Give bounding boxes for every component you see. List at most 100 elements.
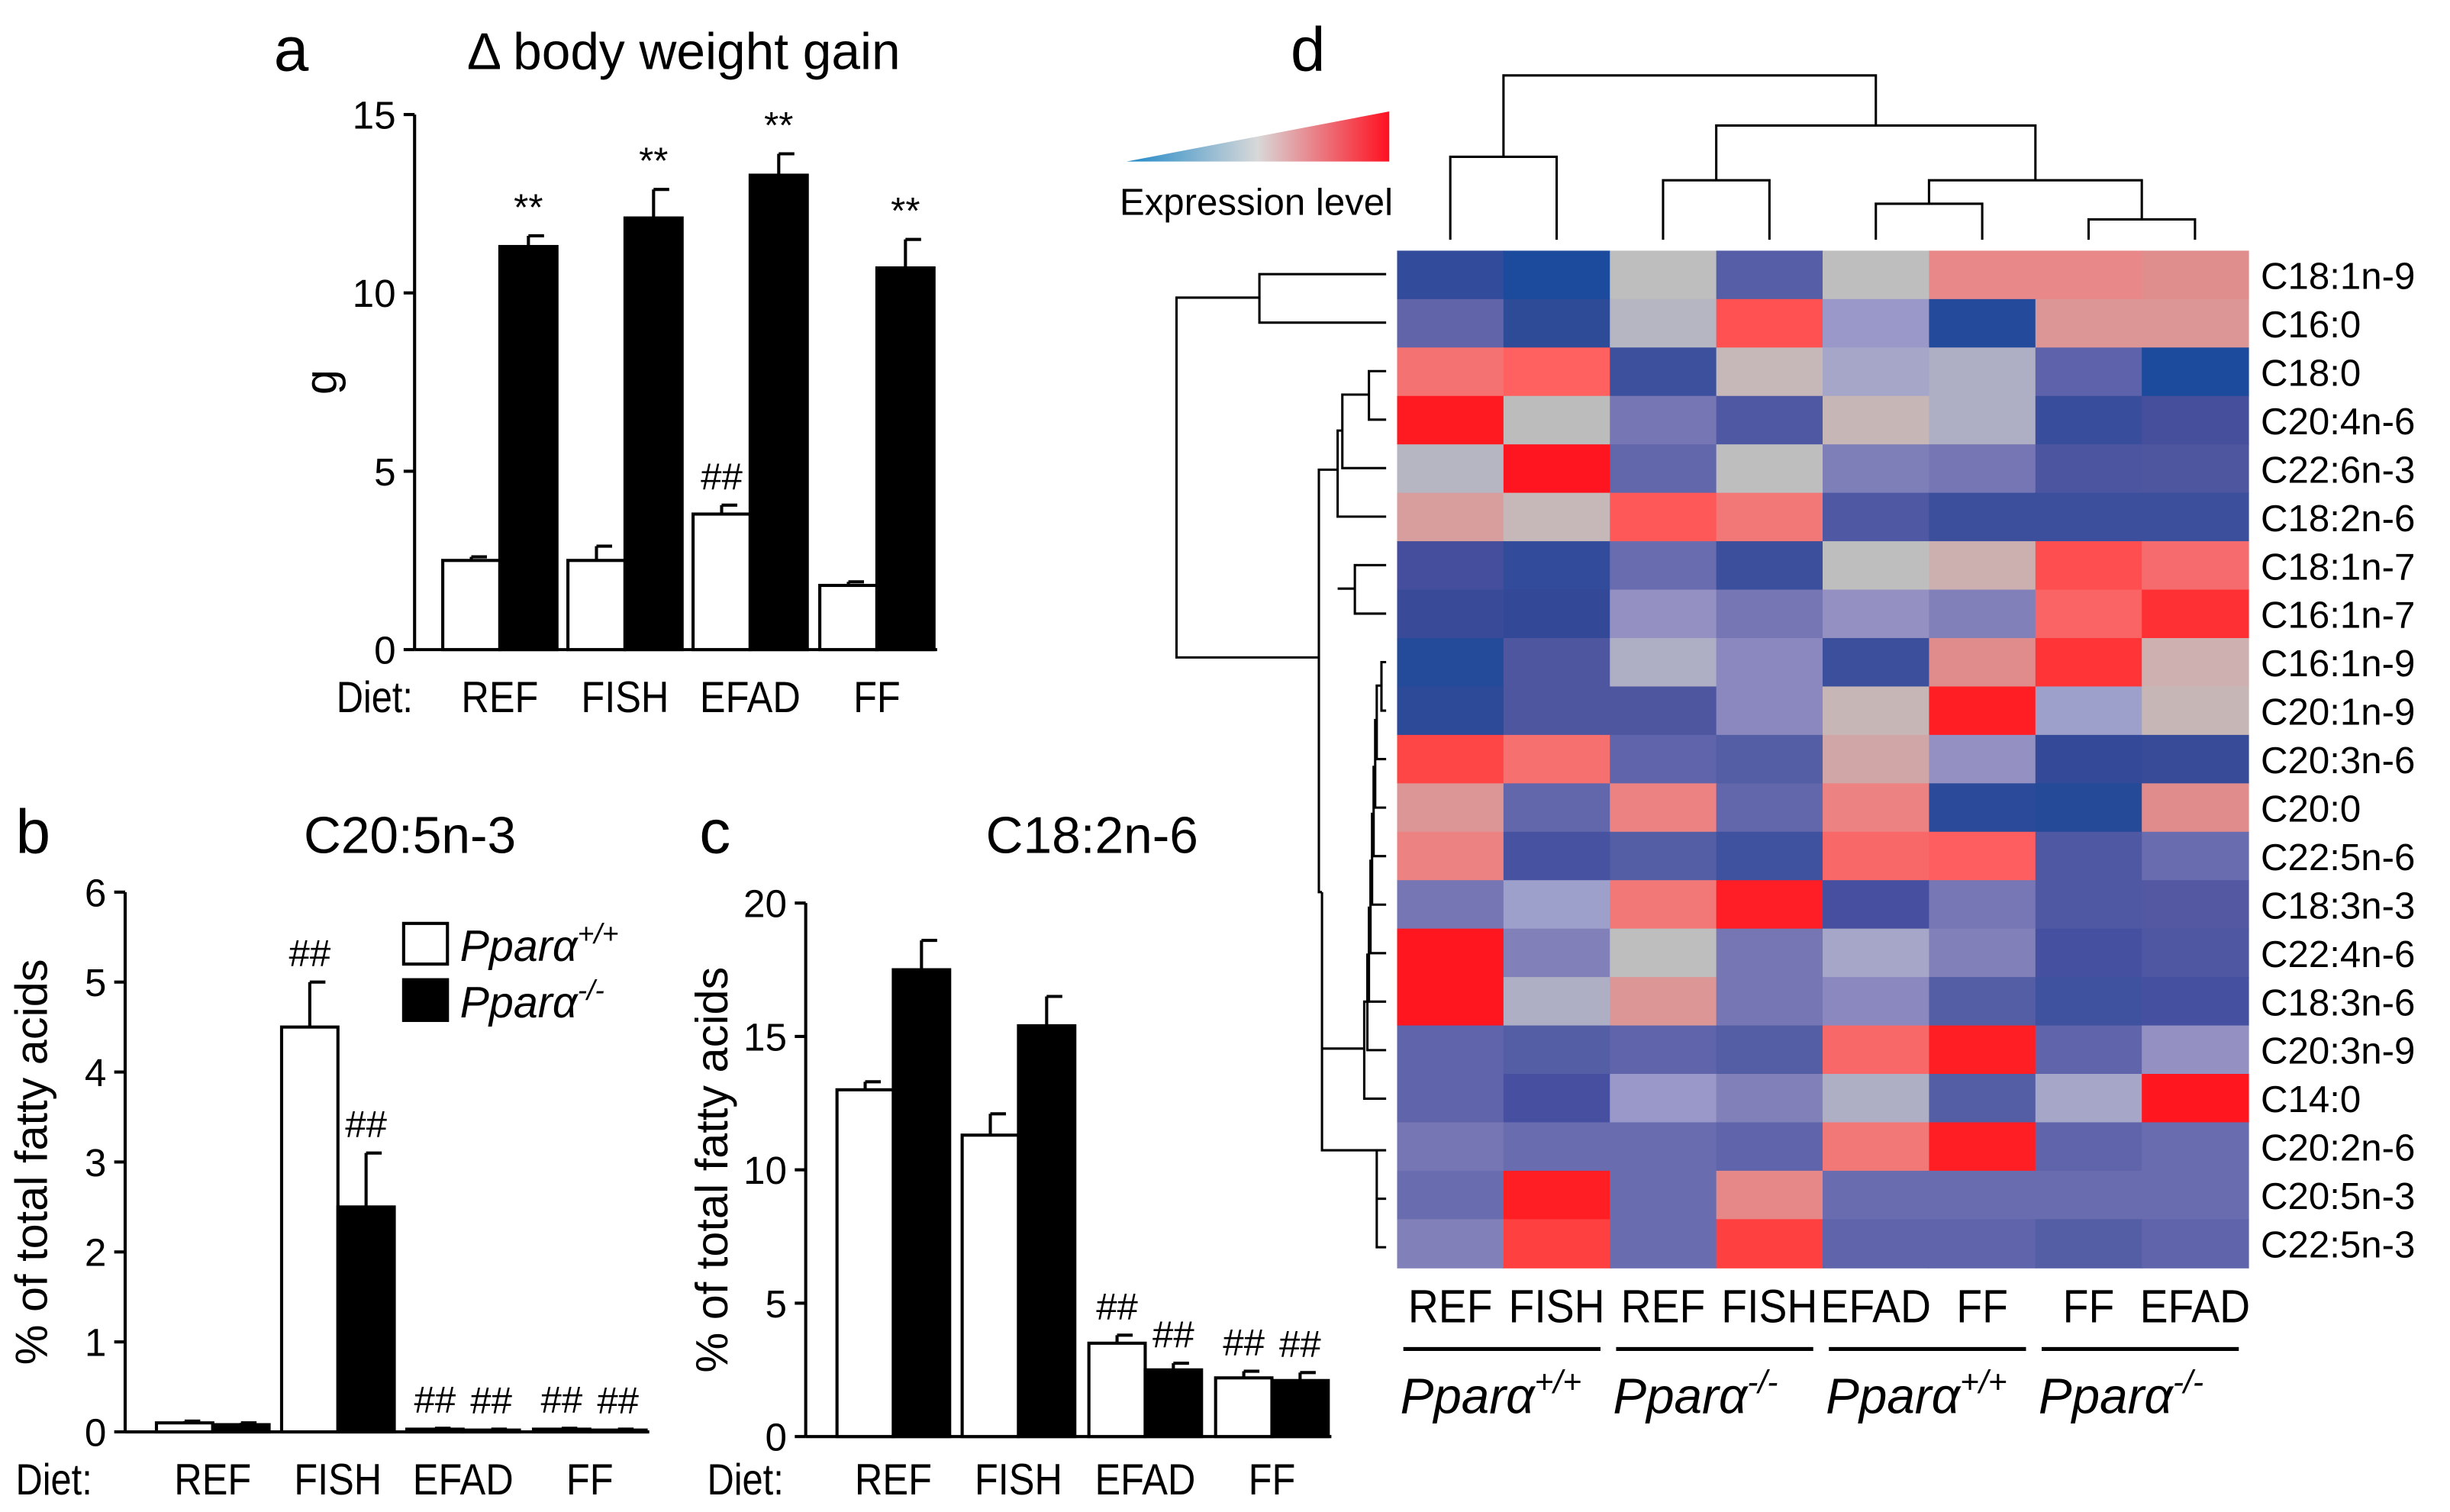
row-label: C20:0 xyxy=(2261,788,2361,830)
category-label: REF xyxy=(855,1456,932,1504)
heatmap-cell xyxy=(1823,1074,1930,1124)
y-tick-label: 20 xyxy=(743,882,787,926)
heatmap-cell xyxy=(1610,1219,1717,1269)
significance-mark: ** xyxy=(639,140,668,182)
heatmap-cell xyxy=(2035,1219,2143,1269)
heatmap-cell xyxy=(1716,734,1824,785)
row-label: C16:1n-7 xyxy=(2261,595,2415,637)
heatmap-cell xyxy=(1823,298,1930,349)
heatmap-cell xyxy=(1823,831,1930,882)
bar-wt xyxy=(531,1427,592,1434)
category-label: EFAD xyxy=(413,1456,514,1504)
heatmap-cell xyxy=(1823,686,1930,736)
column-label: REF xyxy=(1621,1281,1706,1333)
heatmap-cell xyxy=(1929,686,2036,736)
panel-letter: d xyxy=(1291,15,1326,85)
heatmap-cell xyxy=(2142,1025,2249,1075)
significance-mark: ## xyxy=(470,1380,512,1422)
bar-ko xyxy=(498,244,559,652)
row-label: C20:3n-6 xyxy=(2261,740,2415,782)
significance-mark: ## xyxy=(541,1379,583,1421)
heatmap-cell xyxy=(2142,250,2249,300)
heatmap-cell xyxy=(1823,783,1930,833)
heatmap-cell xyxy=(1823,1122,1930,1172)
heatmap-cell xyxy=(1823,637,1930,688)
category-label: FISH xyxy=(581,673,669,722)
column-label: FF xyxy=(2063,1281,2115,1333)
y-axis-label: g xyxy=(295,369,347,395)
heatmap-cell xyxy=(1610,1122,1717,1172)
heatmap-cell xyxy=(1716,1025,1824,1075)
heatmap-cell xyxy=(1610,880,1717,930)
heatmap-cell xyxy=(1503,395,1611,446)
significance-mark: ## xyxy=(1096,1286,1138,1328)
significance-mark: ## xyxy=(345,1104,387,1146)
bar-wt xyxy=(566,559,627,652)
heatmap-cell xyxy=(2035,444,2143,494)
heatmap-cell xyxy=(1716,589,1824,640)
heatmap-cell xyxy=(1397,1074,1504,1124)
y-tick-label: 0 xyxy=(766,1416,788,1459)
heatmap-cell xyxy=(2035,347,2143,397)
color-scale-label: Expression level xyxy=(1120,181,1393,223)
panel-letter: b xyxy=(15,798,50,867)
heatmap-cell xyxy=(2142,928,2249,978)
heatmap-cell xyxy=(1823,880,1930,930)
heatmap-cell xyxy=(1716,686,1824,736)
heatmap-cell xyxy=(1397,347,1504,397)
column-label: EFAD xyxy=(2140,1281,2251,1333)
bar-ko xyxy=(875,266,936,652)
significance-mark: ** xyxy=(764,105,793,147)
heatmap-cell xyxy=(1397,1122,1504,1172)
row-label: C20:2n-6 xyxy=(2261,1127,2415,1169)
heatmap-cell xyxy=(1716,250,1824,300)
column-label: EFAD xyxy=(1820,1281,1931,1333)
heatmap-cell xyxy=(2142,831,2249,882)
column-group-label: Pparα+/+ xyxy=(1401,1364,1582,1423)
y-axis-label: % of total fatty acids xyxy=(686,967,737,1373)
heatmap-cell xyxy=(1929,1122,2036,1172)
heatmap-cell xyxy=(1610,298,1717,349)
heatmap-cell xyxy=(1397,250,1504,300)
heatmap-cell xyxy=(1610,928,1717,978)
heatmap-cell xyxy=(1823,1219,1930,1269)
category-label: REF xyxy=(174,1456,251,1504)
column-group-label: Pparα-/- xyxy=(1613,1364,1778,1423)
heatmap-cell xyxy=(2142,298,2249,349)
bar-wt xyxy=(1214,1376,1274,1439)
heatmap-cell xyxy=(1503,250,1611,300)
heatmap-cell xyxy=(2035,734,2143,785)
heatmap-cell xyxy=(1716,395,1824,446)
heatmap-cell xyxy=(1929,250,2036,300)
bar-ko xyxy=(623,216,684,652)
heatmap-cell xyxy=(1503,1170,1611,1220)
heatmap-cell xyxy=(2035,880,2143,930)
column-group-label: Pparα+/+ xyxy=(1826,1364,2007,1423)
heatmap-cell xyxy=(2142,637,2249,688)
column-label: FISH xyxy=(1509,1281,1605,1333)
row-label: C20:3n-9 xyxy=(2261,1030,2415,1072)
heatmap-cell xyxy=(2142,783,2249,833)
significance-mark: ## xyxy=(1279,1323,1321,1365)
panel-a: a Δ body weight gain g 0 5 10 15 Diet: REF ** FISH… xyxy=(274,15,937,722)
heatmap-cell xyxy=(1610,444,1717,494)
heatmap-cell xyxy=(1397,637,1504,688)
heatmap-cell xyxy=(1503,444,1611,494)
row-label: C22:4n-6 xyxy=(2261,933,2415,975)
heatmap-cell xyxy=(2142,977,2249,1027)
row-label: C14:0 xyxy=(2261,1078,2361,1120)
heatmap-cell xyxy=(2142,1074,2249,1124)
bar-ko xyxy=(211,1423,271,1434)
heatmap-cell xyxy=(1929,734,2036,785)
panel-letter: c xyxy=(699,798,730,867)
y-tick-label: 5 xyxy=(766,1282,788,1326)
heatmap-cell xyxy=(1716,347,1824,397)
heatmap-cell xyxy=(2142,1122,2249,1172)
heatmap-cell xyxy=(1823,977,1930,1027)
panel-c: c C18:2n-6 % of total fatty acids 0 5 10 15 20 D… xyxy=(686,798,1332,1504)
category-label: FISH xyxy=(294,1456,382,1504)
heatmap-cell xyxy=(1929,541,2036,591)
legend-swatch-wt xyxy=(401,921,450,966)
y-tick-label: 1 xyxy=(85,1321,107,1365)
heatmap-cell xyxy=(2142,589,2249,640)
